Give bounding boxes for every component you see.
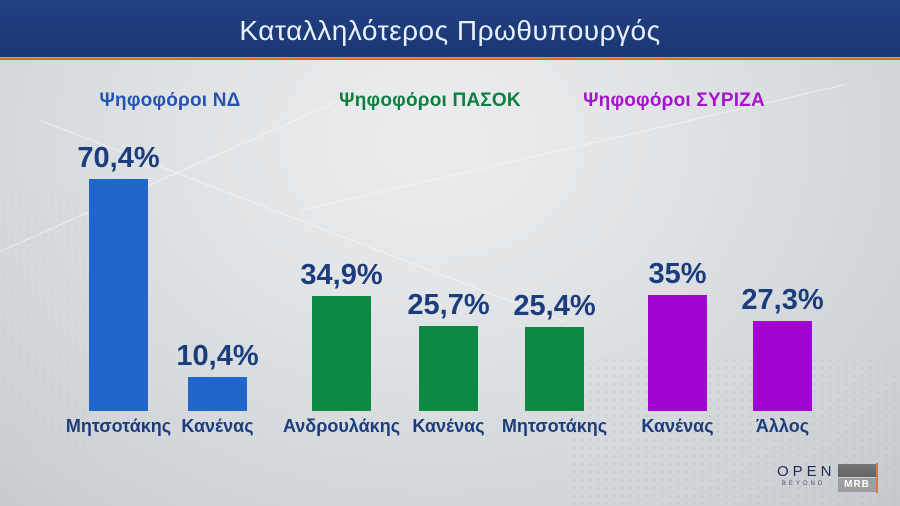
category-label-pasok-2: Μητσοτάκης (501, 416, 608, 436)
value-label-pasok-1: 25,7% (407, 289, 490, 321)
bar-nd-1 (188, 377, 247, 411)
category-label-syriza-0: Κανένας (641, 416, 714, 436)
bar-nd-0 (89, 179, 148, 411)
background-streak (0, 89, 364, 261)
open-logo-text: OPEN (777, 463, 836, 480)
group-header-pasok: Ψηφοφόροι ΠΑΣΟΚ (339, 90, 521, 111)
value-label-syriza-0: 35% (648, 258, 707, 290)
open-logo-subtext: BEYOND (781, 481, 826, 487)
bar-pasok-0 (312, 296, 371, 411)
category-label-nd-0: Μητσοτάκης (65, 416, 172, 436)
bar-syriza-1 (753, 321, 812, 411)
open-logo: OPEN BEYOND (773, 463, 836, 487)
mrb-logo-text: MRB (838, 478, 876, 492)
bar-pasok-1 (419, 326, 478, 411)
background-dots (0, 190, 90, 450)
mrb-logo: MRB (838, 464, 876, 492)
value-label-nd-1: 10,4% (176, 340, 259, 372)
category-label-syriza-1: Άλλος (755, 416, 810, 436)
bar-syriza-0 (648, 295, 707, 411)
mrb-logo-bar (838, 464, 876, 477)
group-header-nd: Ψηφοφόροι ΝΔ (99, 90, 241, 111)
value-label-pasok-2: 25,4% (513, 290, 596, 322)
value-label-pasok-0: 34,9% (300, 259, 383, 291)
value-label-nd-0: 70,4% (77, 142, 160, 174)
category-label-pasok-0: Ανδρουλάκης (282, 416, 401, 436)
category-label-nd-1: Κανένας (181, 416, 254, 436)
bar-pasok-2 (525, 327, 584, 411)
page-title: Καταλληλότερος Πρωθυπουργός (239, 14, 661, 46)
group-header-syriza: Ψηφοφόροι ΣΥΡΙΖΑ (583, 90, 765, 111)
orange-accent-line (876, 463, 878, 493)
title-bar: Καταλληλότερος Πρωθυπουργός (0, 0, 900, 57)
accent-divider (0, 57, 900, 60)
category-label-pasok-1: Κανένας (412, 416, 485, 436)
value-label-syriza-1: 27,3% (741, 284, 824, 316)
